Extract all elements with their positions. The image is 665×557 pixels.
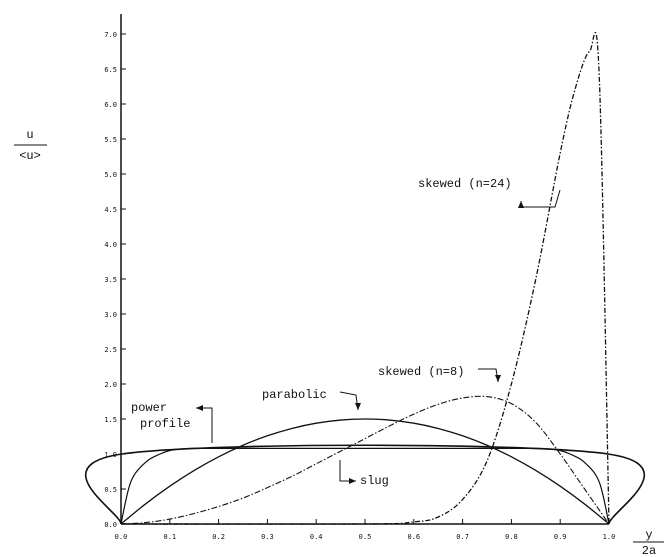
annotation-skewed-n8: skewed (n=8) — [378, 365, 464, 379]
annotation-arrowhead-3 — [495, 375, 501, 382]
y-tick-label: 1.5 — [104, 416, 117, 424]
series-curves — [84, 31, 646, 525]
y-tick-label: 3.5 — [104, 276, 117, 284]
annotation-profile: profile — [140, 417, 190, 431]
y-axis-label-denominator: <u> — [19, 149, 41, 163]
x-tick-label: 0.9 — [554, 533, 567, 541]
y-tick-label: 5.0 — [104, 171, 117, 179]
y-tick-label: 6.0 — [104, 101, 117, 109]
x-tick-label: 0.1 — [163, 533, 176, 541]
x-tick-label: 1.0 — [603, 533, 616, 541]
annotation-arrowhead-2 — [349, 478, 356, 484]
series-line-1 — [120, 447, 610, 525]
annotation-skewed-n24: skewed (n=24) — [418, 177, 512, 191]
y-tick-label: 1.0 — [104, 451, 117, 459]
y-tick-label: 7.0 — [104, 31, 117, 39]
series-line-2 — [120, 418, 610, 525]
annotation-leader-2 — [339, 460, 356, 482]
series-line-0 — [84, 444, 646, 525]
x-tick-label: 0.0 — [115, 533, 128, 541]
x-tick-label: 0.5 — [359, 533, 372, 541]
x-tick-label: 0.2 — [212, 533, 225, 541]
y-tick-label: 0.0 — [104, 521, 117, 529]
annotation-arrowhead-1 — [355, 403, 361, 410]
annotation-leader-3 — [478, 368, 499, 383]
y-tick-label: 6.5 — [104, 66, 117, 74]
x-tick-label: 0.4 — [310, 533, 323, 541]
y-tick-label: 5.5 — [104, 136, 117, 144]
y-axis-label-numerator: u — [26, 128, 33, 142]
annotation-slug: slug — [360, 474, 389, 488]
axis-ticks: 0.0 0.1 0.2 0.3 0.4 0.5 0.6 0.7 0.8 0.9 1.0 0.0 0.5 1… — [104, 31, 615, 541]
x-axis-label-denominator: 2a — [642, 544, 656, 557]
annotation-pointers — [196, 189, 561, 484]
annotation-arrowhead-0 — [196, 405, 203, 411]
annotation-leader-4 — [520, 189, 561, 208]
y-tick-label: 2.0 — [104, 381, 117, 389]
series-line-3 — [120, 395, 610, 525]
y-tick-label: 3.0 — [104, 311, 117, 319]
y-tick-label: 4.0 — [104, 241, 117, 249]
annotation-power: power — [131, 401, 167, 415]
y-tick-label: 2.5 — [104, 346, 117, 354]
x-tick-label: 0.8 — [505, 533, 518, 541]
x-axis-label-numerator: y — [645, 528, 652, 542]
x-tick-label: 0.3 — [261, 533, 274, 541]
annotation-leader-0 — [196, 407, 213, 443]
x-tick-label: 0.7 — [456, 533, 469, 541]
y-tick-label: 0.5 — [104, 486, 117, 494]
x-tick-label: 0.6 — [407, 533, 420, 541]
y-tick-label: 4.5 — [104, 206, 117, 214]
annotation-leader-1 — [339, 391, 359, 411]
series-line-4 — [120, 31, 610, 525]
annotation-parabolic: parabolic — [262, 388, 327, 402]
annotation-arrowhead-4 — [518, 201, 524, 208]
